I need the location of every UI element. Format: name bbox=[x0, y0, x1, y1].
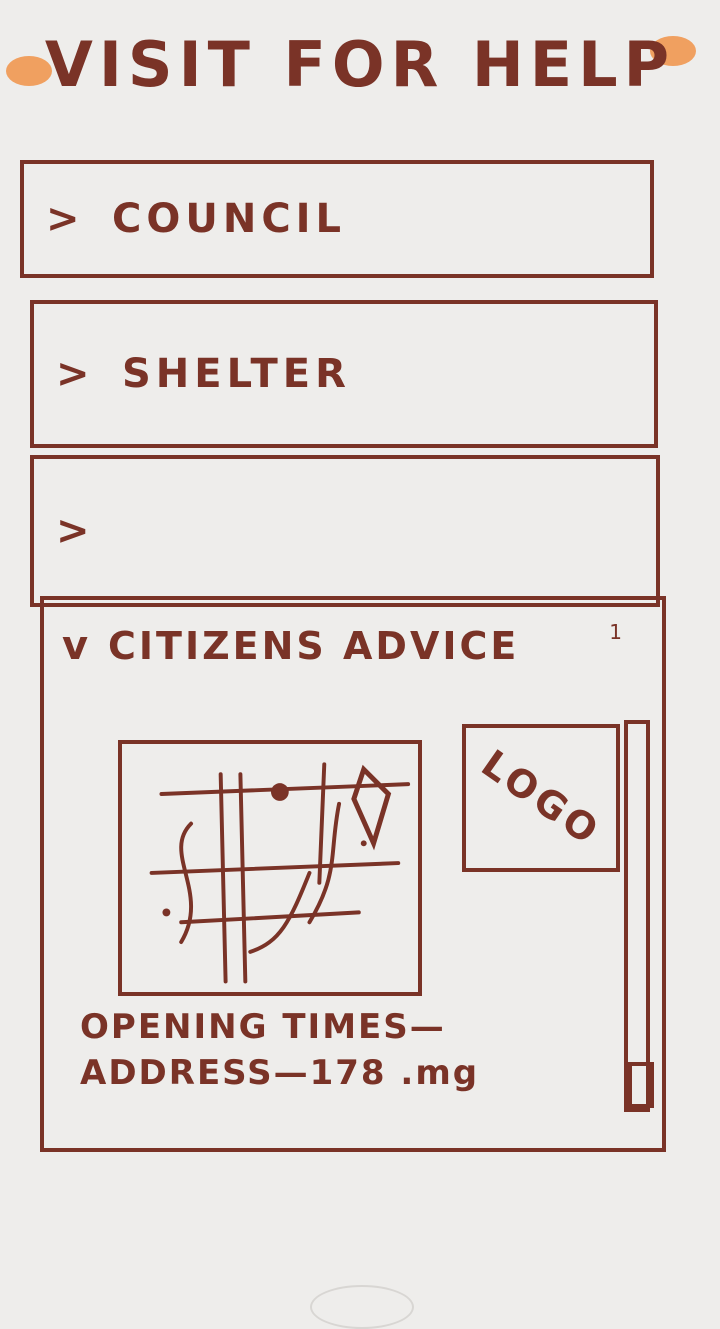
logo-text: LOGO bbox=[473, 741, 609, 855]
page-title: VISIT FOR HELP bbox=[44, 28, 676, 101]
opening-times: OPENING TIMES— bbox=[80, 1007, 446, 1047]
accordion-item-label: SHELTER bbox=[122, 351, 351, 397]
accordion-panel-citizens-advice: v CITIZENS ADVICE 1 LOGO bbox=[40, 596, 666, 1152]
map-street bbox=[317, 762, 327, 885]
map-street bbox=[238, 772, 248, 984]
accordion-item-label: CITIZENS ADVICE bbox=[108, 624, 520, 668]
accordion-item-shelter[interactable]: > SHELTER bbox=[30, 300, 658, 448]
accent-blob-left bbox=[6, 56, 52, 86]
chevron-right-icon: > bbox=[56, 351, 90, 397]
map-street bbox=[149, 861, 401, 875]
chevron-down-icon: v bbox=[62, 623, 89, 669]
chevron-right-icon: > bbox=[56, 508, 90, 554]
map-pin-icon bbox=[351, 764, 392, 851]
accent-blob-right bbox=[650, 36, 696, 66]
accordion-item-council[interactable]: > COUNCIL bbox=[20, 160, 654, 278]
logo-placeholder: LOGO bbox=[462, 724, 620, 872]
panel-number: 1 bbox=[609, 620, 622, 644]
scrollbar-thumb[interactable] bbox=[628, 1062, 654, 1108]
accordion-item-label: COUNCIL bbox=[112, 196, 347, 242]
scrollbar[interactable] bbox=[624, 720, 654, 1112]
map-view[interactable] bbox=[118, 740, 422, 996]
chevron-right-icon: > bbox=[46, 196, 80, 242]
home-indicator bbox=[310, 1285, 414, 1329]
map-river bbox=[179, 821, 194, 944]
contact-info: OPENING TIMES— ADDRESS—178 .mg bbox=[80, 1004, 479, 1096]
map-location-dot bbox=[270, 783, 289, 801]
map-dot bbox=[360, 840, 367, 847]
map-river bbox=[307, 801, 342, 925]
accordion-header-citizens-advice[interactable]: v CITIZENS ADVICE bbox=[44, 600, 662, 692]
accordion-item-unlabeled[interactable]: > bbox=[30, 455, 660, 607]
map-graphic bbox=[149, 762, 411, 984]
map-dot bbox=[162, 908, 171, 917]
map-street bbox=[218, 772, 228, 984]
map-street bbox=[179, 910, 361, 925]
address: ADDRESS—178 .mg bbox=[80, 1053, 480, 1093]
map-river bbox=[248, 870, 312, 954]
